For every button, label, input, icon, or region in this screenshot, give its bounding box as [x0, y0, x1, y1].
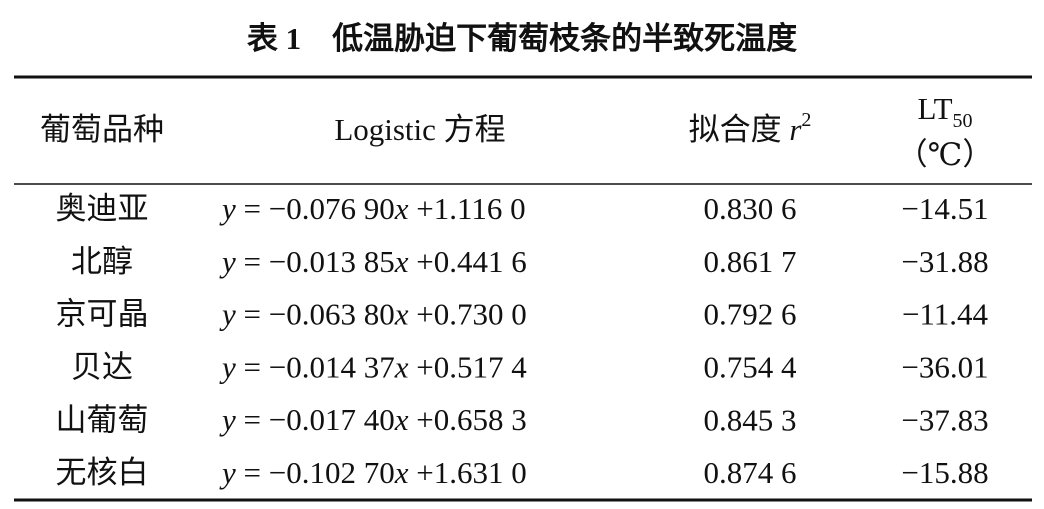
equation-part: y	[219, 297, 236, 332]
equation-part: x	[394, 244, 409, 279]
equation-part: = −0.017 40	[236, 402, 395, 437]
cell-fit: 0.861 7	[704, 244, 797, 279]
equation-part: x	[394, 297, 409, 332]
cell-variety: 山葡萄	[56, 402, 149, 437]
equation-part: x	[394, 350, 409, 385]
equation-part: y	[219, 350, 236, 385]
cell-variety: 贝达	[71, 350, 133, 385]
header-variety: 葡萄品种	[40, 112, 164, 147]
header-fit-var: r	[789, 112, 802, 147]
cell-lt: −15.88	[901, 455, 988, 490]
cell-lt: −37.83	[901, 402, 988, 437]
equation-part: +0.441 6	[409, 244, 527, 279]
cell-lt: −36.01	[901, 350, 988, 385]
cell-lt: −11.44	[902, 297, 989, 332]
cell-fit: 0.754 4	[704, 350, 798, 385]
equation-part: = −0.013 85	[236, 244, 395, 279]
header-equation: Logistic 方程	[334, 112, 505, 147]
equation-part: y	[219, 402, 236, 437]
cell-equation: y = −0.063 80x +0.730 0	[219, 297, 527, 332]
table-title: 表 1 低温胁迫下葡萄枝条的半致死温度	[247, 21, 797, 56]
equation-part: = −0.076 90	[236, 191, 395, 226]
header-fit: 拟合度 r2	[689, 109, 812, 148]
equation-part: +1.116 0	[409, 191, 526, 226]
cell-variety: 京可晶	[56, 297, 149, 332]
cell-lt: −31.88	[901, 244, 988, 279]
cell-variety: 奥迪亚	[56, 191, 149, 226]
equation-part: +0.658 3	[409, 402, 527, 437]
equation-part: +0.730 0	[409, 297, 527, 332]
cell-equation: y = −0.017 40x +0.658 3	[219, 402, 527, 437]
header-lt-unit: （℃）	[897, 137, 994, 172]
cell-variety: 北醇	[71, 244, 133, 279]
equation-part: y	[219, 455, 236, 490]
cell-fit: 0.845 3	[704, 402, 797, 437]
header-fit-sup: 2	[801, 109, 811, 131]
equation-part: x	[394, 191, 409, 226]
header-lt-sub: 50	[953, 110, 973, 132]
equation-part: x	[394, 402, 409, 437]
equation-part: +1.631 0	[409, 455, 527, 490]
cell-equation: y = −0.013 85x +0.441 6	[219, 244, 527, 279]
equation-part: = −0.014 37	[236, 350, 395, 385]
cell-fit: 0.874 6	[704, 455, 797, 490]
cell-equation: y = −0.076 90x +1.116 0	[219, 191, 526, 226]
cell-variety: 无核白	[56, 455, 149, 490]
equation-part: x	[394, 455, 409, 490]
header-lt: LT50	[917, 91, 972, 131]
equation-part: y	[219, 191, 236, 226]
header-lt-text: LT	[917, 91, 952, 126]
equation-part: y	[219, 244, 236, 279]
equation-part: +0.517 4	[409, 350, 528, 385]
cell-equation: y = −0.014 37x +0.517 4	[219, 350, 527, 385]
cell-lt: −14.51	[901, 191, 988, 226]
cell-fit: 0.792 6	[704, 297, 797, 332]
cell-fit: 0.830 6	[704, 191, 797, 226]
equation-part: = −0.063 80	[236, 297, 395, 332]
equation-part: = −0.102 70	[236, 455, 395, 490]
header-fit-text: 拟合度	[689, 112, 790, 147]
cell-equation: y = −0.102 70x +1.631 0	[219, 455, 527, 490]
